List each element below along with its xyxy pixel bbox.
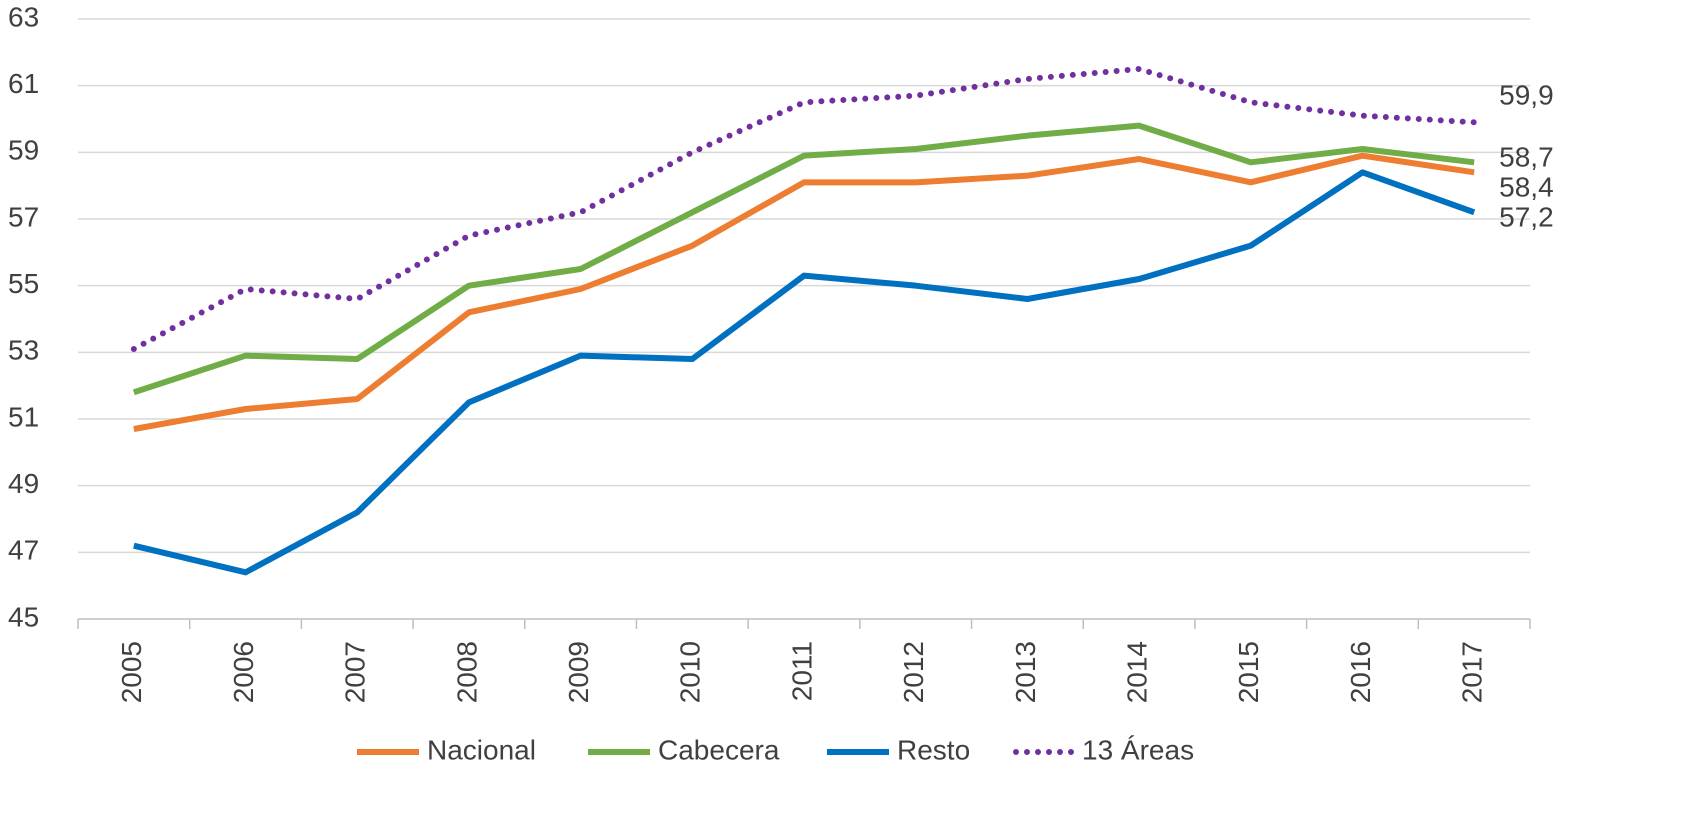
- series-line: [132, 122, 1475, 396]
- y-tick-label: 61: [8, 68, 39, 99]
- y-tick-label: 51: [8, 401, 39, 432]
- y-tick-label: 45: [8, 601, 39, 632]
- y-tick-label: 49: [8, 468, 39, 499]
- x-tick-label: 2012: [898, 641, 929, 703]
- x-tick-label: 2005: [116, 641, 147, 703]
- x-tick-label: 2014: [1121, 641, 1152, 703]
- x-tick-label: 2008: [451, 641, 482, 703]
- value-label: 59,9: [1499, 80, 1554, 111]
- x-tick-label: 2011: [786, 641, 817, 701]
- series-line: [133, 169, 1476, 576]
- x-tick-label: 2006: [228, 641, 259, 703]
- y-tick-label: 47: [8, 535, 39, 566]
- y-tick-label: 55: [8, 268, 39, 299]
- x-tick-label: 2010: [675, 641, 706, 703]
- x-tick-label: 2015: [1233, 641, 1264, 703]
- x-tick-label: 2009: [563, 641, 594, 703]
- legend-label: 13 Áreas: [1082, 734, 1194, 765]
- legend-label: Resto: [897, 734, 970, 765]
- value-label: 58,7: [1499, 142, 1554, 173]
- value-label: 58,4: [1499, 172, 1554, 203]
- x-tick-label: 2017: [1457, 641, 1488, 703]
- y-tick-label: 63: [8, 1, 39, 32]
- series-line: [133, 152, 1475, 432]
- value-label: 57,2: [1499, 202, 1554, 233]
- y-tick-label: 59: [8, 135, 39, 166]
- x-tick-label: 2013: [1010, 641, 1041, 703]
- legend-label: Nacional: [427, 734, 536, 765]
- series-line: [130, 66, 1478, 352]
- x-tick-label: 2007: [340, 641, 371, 703]
- x-tick-label: 2016: [1345, 641, 1376, 703]
- legend-label: Cabecera: [658, 734, 780, 765]
- y-tick-label: 57: [8, 201, 39, 232]
- y-tick-label: 53: [8, 335, 39, 366]
